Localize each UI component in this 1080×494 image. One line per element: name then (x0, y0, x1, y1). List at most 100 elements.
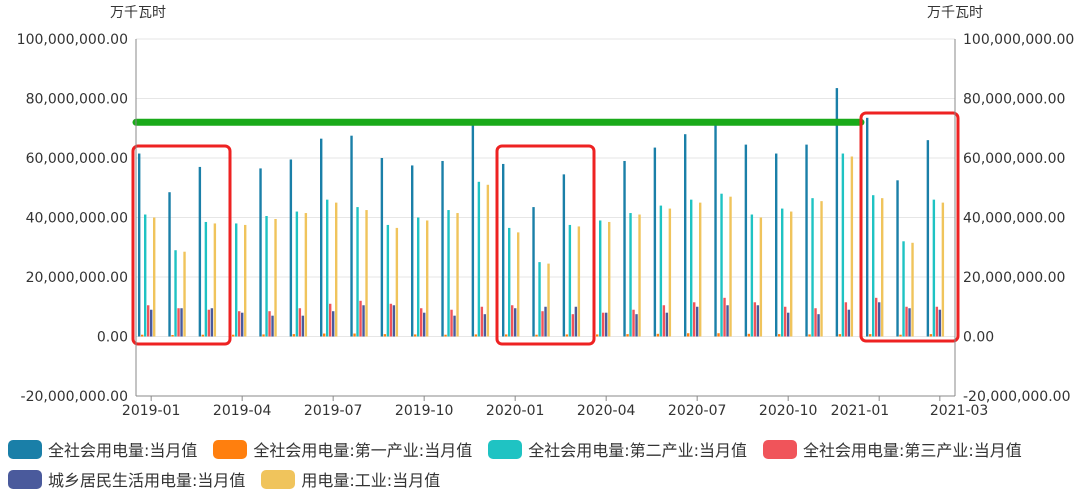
bar-3-2020-02[interactable] (541, 311, 544, 337)
bar-4-2020-09[interactable] (756, 305, 760, 337)
bar-5-2020-04[interactable] (608, 221, 611, 337)
bar-5-2021-01[interactable] (881, 198, 884, 337)
bar-2-2020-02[interactable] (538, 262, 541, 337)
bar-2-2020-01[interactable] (508, 227, 511, 337)
bar-0-2019-10[interactable] (411, 165, 414, 337)
bar-5-2019-12[interactable] (486, 184, 490, 337)
bar-4-2020-10[interactable] (787, 312, 790, 337)
bar-4-2020-06[interactable] (665, 312, 669, 337)
bar-5-2020-11[interactable] (820, 201, 823, 337)
bar-3-2019-05[interactable] (268, 311, 271, 337)
bar-3-2020-11[interactable] (814, 308, 817, 337)
bar-2-2019-06[interactable] (295, 211, 299, 337)
bar-0-2020-09[interactable] (744, 144, 748, 337)
bar-1-2020-08[interactable] (717, 333, 720, 337)
bar-3-2019-07[interactable] (329, 303, 332, 337)
bar-4-2020-11[interactable] (817, 314, 820, 337)
bar-5-2020-06[interactable] (668, 208, 672, 337)
bar-2-2019-02[interactable] (174, 250, 177, 337)
bar-2-2020-12[interactable] (841, 153, 845, 337)
bar-5-2020-08[interactable] (729, 196, 732, 337)
bar-1-2021-02[interactable] (899, 334, 902, 337)
bar-4-2019-08[interactable] (362, 305, 365, 337)
bar-1-2021-03[interactable] (929, 334, 933, 337)
bar-1-2020-11[interactable] (808, 334, 811, 337)
bar-3-2019-03[interactable] (207, 309, 211, 337)
bar-5-2019-09[interactable] (395, 227, 399, 337)
bar-1-2020-03[interactable] (565, 334, 569, 337)
bar-3-2020-05[interactable] (632, 309, 635, 337)
bar-4-2019-07[interactable] (332, 311, 335, 337)
bar-2-2019-05[interactable] (265, 216, 268, 337)
bar-2-2019-10[interactable] (417, 217, 420, 337)
bar-2-2020-07[interactable] (690, 199, 693, 337)
bar-3-2020-01[interactable] (511, 305, 514, 337)
legend-item-total[interactable]: 全社会用电量:当月值 (8, 437, 197, 461)
bar-3-2020-04[interactable] (602, 312, 605, 337)
bar-5-2019-01[interactable] (153, 217, 156, 337)
bar-4-2019-02[interactable] (180, 308, 183, 337)
legend-item-primary-industry[interactable]: 全社会用电量:第一产业:当月值 (213, 437, 472, 461)
bar-2-2019-08[interactable] (356, 207, 359, 337)
bar-1-2019-10[interactable] (414, 334, 417, 337)
bar-5-2019-06[interactable] (304, 213, 308, 337)
bar-3-2020-08[interactable] (723, 297, 726, 337)
bar-2-2019-07[interactable] (326, 199, 329, 337)
bar-5-2020-09[interactable] (759, 217, 763, 337)
bar-5-2020-03[interactable] (577, 226, 581, 337)
bar-1-2020-02[interactable] (535, 334, 538, 337)
bar-0-2019-12[interactable] (471, 122, 475, 337)
bar-2-2019-09[interactable] (386, 224, 390, 337)
bar-1-2019-08[interactable] (353, 333, 356, 337)
bar-4-2019-03[interactable] (210, 308, 214, 337)
bar-4-2020-04[interactable] (605, 312, 608, 337)
bar-1-2019-12[interactable] (474, 334, 478, 337)
bar-5-2019-03[interactable] (213, 223, 217, 337)
bar-2-2020-08[interactable] (720, 193, 723, 337)
bar-4-2021-03[interactable] (938, 309, 942, 337)
bar-1-2019-04[interactable] (232, 334, 235, 337)
bar-5-2020-10[interactable] (790, 211, 793, 337)
bar-4-2019-11[interactable] (453, 315, 456, 337)
legend-item-industrial[interactable]: 用电量:工业:当月值 (261, 467, 440, 491)
bar-3-2019-08[interactable] (359, 300, 362, 337)
bar-5-2019-11[interactable] (456, 213, 459, 337)
bar-3-2019-10[interactable] (420, 308, 423, 337)
bar-0-2020-08[interactable] (714, 122, 717, 337)
bar-2-2019-01[interactable] (144, 214, 147, 337)
bar-4-2020-03[interactable] (574, 306, 578, 337)
bar-2-2020-04[interactable] (599, 220, 602, 337)
bar-0-2019-02[interactable] (168, 192, 171, 337)
bar-3-2019-01[interactable] (147, 305, 150, 337)
bar-1-2019-01[interactable] (141, 334, 144, 337)
bar-4-2019-10[interactable] (423, 312, 426, 337)
bar-1-2019-03[interactable] (201, 334, 205, 337)
bar-4-2019-01[interactable] (150, 309, 153, 337)
bar-0-2019-09[interactable] (380, 158, 384, 337)
bar-2-2020-10[interactable] (781, 208, 784, 337)
legend-item-residential[interactable]: 城乡居民生活用电量:当月值 (8, 467, 245, 491)
bar-4-2020-05[interactable] (635, 314, 638, 337)
bar-5-2019-05[interactable] (274, 218, 277, 337)
bar-5-2019-07[interactable] (335, 202, 338, 337)
bar-5-2020-05[interactable] (638, 214, 641, 337)
bar-3-2021-01[interactable] (875, 297, 878, 337)
bar-1-2019-09[interactable] (383, 334, 387, 337)
bar-2-2020-05[interactable] (629, 213, 632, 337)
bar-0-2019-08[interactable] (350, 135, 353, 337)
bar-2-2020-09[interactable] (750, 214, 754, 337)
bar-2-2019-03[interactable] (204, 221, 208, 337)
bar-4-2020-01[interactable] (514, 308, 517, 337)
legend-item-tertiary-industry[interactable]: 全社会用电量:第三产业:当月值 (763, 437, 1022, 461)
bar-3-2019-12[interactable] (480, 306, 484, 337)
bar-3-2020-10[interactable] (784, 306, 787, 337)
bar-0-2021-03[interactable] (926, 140, 930, 337)
bar-1-2020-01[interactable] (505, 334, 508, 337)
bar-3-2019-02[interactable] (177, 308, 180, 337)
bar-1-2020-09[interactable] (747, 333, 751, 337)
bar-1-2021-01[interactable] (869, 334, 872, 337)
bar-0-2021-01[interactable] (866, 117, 869, 337)
legend-item-secondary-industry[interactable]: 全社会用电量:第二产业:当月值 (488, 437, 747, 461)
bar-4-2020-12[interactable] (847, 309, 851, 337)
bar-2-2021-02[interactable] (902, 241, 905, 337)
